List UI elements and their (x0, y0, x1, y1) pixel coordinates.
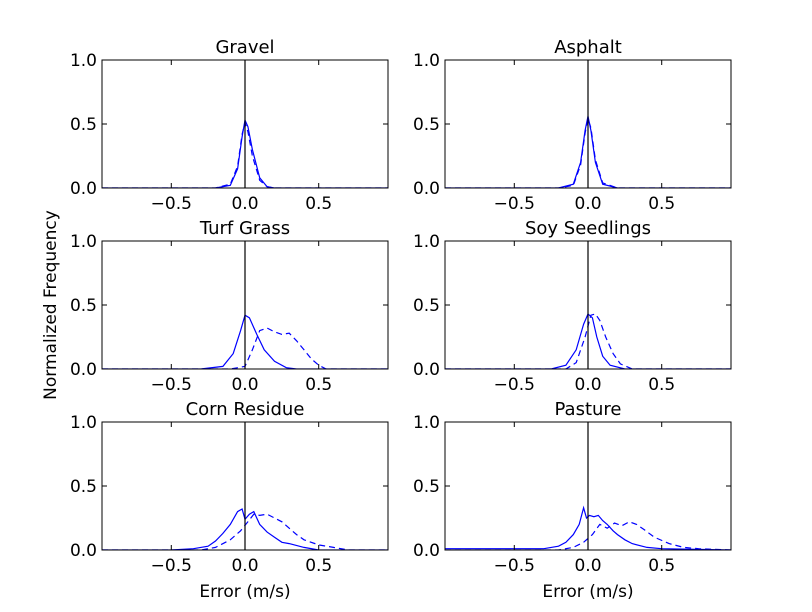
subplot-title: Turf Grass (199, 218, 290, 239)
x-tick-label: −0.5 (151, 556, 192, 576)
x-tick-label: −0.5 (494, 194, 535, 214)
y-tick-label: 1.0 (70, 232, 97, 252)
series-line-dashed (102, 120, 388, 188)
series-line-dashed (102, 327, 388, 369)
y-tick-label: 0.5 (413, 115, 440, 135)
series-line-solid (445, 505, 731, 550)
x-tick-label: 0.5 (305, 375, 332, 395)
subplot-pasture: Pasture 0.0 0.5 1.0 −0.5 0.0 0.5 (413, 399, 732, 576)
x-tick-label: 0.0 (231, 375, 258, 395)
y-tick-label: 1.0 (70, 413, 97, 433)
x-tick-label: 0.5 (648, 194, 675, 214)
x-tick-label: 0.0 (231, 194, 258, 214)
y-tick-label: 0.0 (70, 179, 97, 199)
series-line-dashed (445, 313, 731, 369)
y-axis-label: Normalized Frequency (41, 210, 61, 400)
x-tick-label: −0.5 (494, 375, 535, 395)
x-tick-label: 0.0 (574, 556, 601, 576)
subplot-gravel: Gravel 0.0 0.5 1.0 −0.5 0.0 0.5 (70, 37, 389, 214)
subplot-turf-grass: Turf Grass 0.0 0.5 1.0 −0.5 0.0 0.5 (70, 218, 389, 395)
y-tick-label: 1.0 (70, 51, 97, 71)
subplot-asphalt: Asphalt 0.0 0.5 1.0 −0.5 0.0 0.5 (413, 37, 732, 214)
series-line-dashed (102, 513, 388, 550)
x-tick-label: −0.5 (151, 194, 192, 214)
x-axis-label-right: Error (m/s) (542, 582, 633, 602)
x-tick-label: 0.5 (648, 556, 675, 576)
y-tick-label: 0.5 (70, 115, 97, 135)
series-line-dashed (445, 116, 731, 188)
subplot-corn-residue: Corn Residue 0.0 0.5 1.0 −0.5 0.0 0.5 (70, 399, 389, 576)
x-tick-label: 0.0 (231, 556, 258, 576)
y-tick-label: 0.0 (413, 360, 440, 380)
x-tick-label: 0.5 (305, 556, 332, 576)
y-tick-label: 0.5 (70, 296, 97, 316)
y-tick-label: 0.0 (70, 360, 97, 380)
x-tick-label: 0.0 (574, 375, 601, 395)
subplot-soy-seedlings: Soy Seedlings 0.0 0.5 1.0 −0.5 0.0 0.5 (413, 218, 732, 395)
y-tick-label: 1.0 (413, 51, 440, 71)
y-tick-label: 0.5 (70, 477, 97, 497)
x-tick-label: −0.5 (494, 556, 535, 576)
subplot-title: Asphalt (554, 37, 622, 58)
subplot-title: Gravel (215, 37, 274, 58)
x-tick-label: 0.0 (574, 194, 601, 214)
y-tick-label: 0.0 (413, 179, 440, 199)
y-tick-label: 1.0 (413, 232, 440, 252)
series-line-solid (102, 508, 388, 550)
y-tick-label: 0.5 (413, 296, 440, 316)
x-tick-label: 0.5 (648, 375, 675, 395)
x-axis-label-left: Error (m/s) (199, 582, 290, 602)
subplot-title: Soy Seedlings (525, 218, 651, 239)
y-tick-label: 0.0 (413, 541, 440, 561)
x-tick-label: −0.5 (151, 375, 192, 395)
y-tick-label: 1.0 (413, 413, 440, 433)
x-tick-label: 0.5 (305, 194, 332, 214)
y-tick-label: 0.5 (413, 477, 440, 497)
series-line-solid (102, 314, 388, 369)
subplot-title: Corn Residue (186, 399, 305, 420)
y-tick-label: 0.0 (70, 541, 97, 561)
subplot-title: Pasture (555, 399, 622, 420)
